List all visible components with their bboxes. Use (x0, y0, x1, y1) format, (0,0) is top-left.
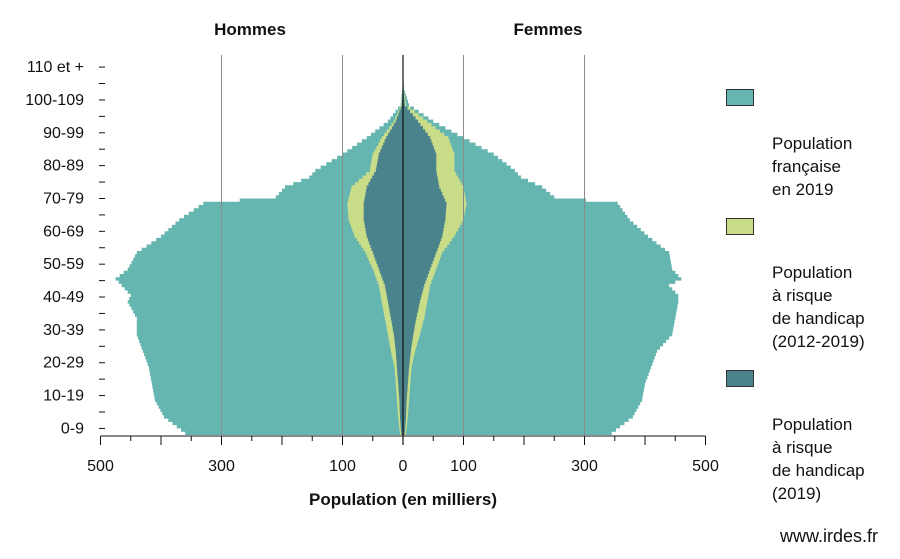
legend-label-handicap-2012-2019: Population à risque de handicap (2012-20… (772, 263, 865, 351)
y-tick-label: 70-79 (43, 190, 84, 207)
legend-swatch-handicap-2012-2019 (726, 218, 754, 235)
panel-title-femmes: Femmes (514, 20, 583, 39)
y-tick-label: 80-89 (43, 158, 84, 175)
x-tick-label: 100 (329, 458, 356, 475)
legend-swatch-handicap-2019 (726, 370, 754, 387)
y-tick-label: 60-69 (43, 223, 84, 240)
gridlines (221, 55, 585, 435)
y-tick-label: 20-29 (43, 355, 84, 372)
x-axis-title: Population (en milliers) (309, 490, 497, 509)
x-tick-label: 0 (399, 458, 408, 475)
bar-men-series-3 (363, 67, 403, 435)
panel-title-hommes: Hommes (214, 20, 286, 39)
y-tick-label: 100-109 (25, 92, 84, 109)
x-tick-label: 500 (692, 458, 719, 475)
legend-item-handicap-2012-2019: Population à risque de handicap (2012-20… (726, 215, 896, 353)
y-tick-label: 10-19 (43, 388, 84, 405)
bar-men-series-1 (115, 67, 403, 435)
legend-item-population-2019: Population française en 2019 (726, 86, 896, 201)
y-tick-label: 90-99 (43, 125, 84, 142)
legend-swatch-population-2019 (726, 89, 754, 106)
y-tick-label: 50-59 (43, 256, 84, 273)
x-tick-label: 300 (208, 458, 235, 475)
source-url: www.irdes.fr (779, 526, 878, 546)
axes (99, 55, 706, 445)
bar-women-series-3 (403, 67, 447, 435)
y-tick-label: 0-9 (61, 420, 84, 437)
legend-item-handicap-2019: Population à risque de handicap (2019) (726, 367, 896, 505)
legend: Population française en 2019 Population … (726, 86, 896, 519)
pyramid-bars (115, 67, 682, 435)
legend-label-handicap-2019: Population à risque de handicap (2019) (772, 415, 865, 503)
axis-labels: 500 300 100 0 100 300 500 0-9 10-19 20-29 30-39 40-… (25, 20, 719, 509)
x-tick-label: 500 (87, 458, 114, 475)
y-tick-label: 30-39 (43, 322, 84, 339)
y-tick-label: 40-49 (43, 289, 84, 306)
bar-women-series-1 (403, 67, 682, 435)
x-tick-label: 100 (450, 458, 477, 475)
legend-label-population-2019: Population française en 2019 (772, 134, 853, 199)
y-tick-label: 110 et + (27, 59, 84, 76)
x-tick-label: 300 (571, 458, 598, 475)
